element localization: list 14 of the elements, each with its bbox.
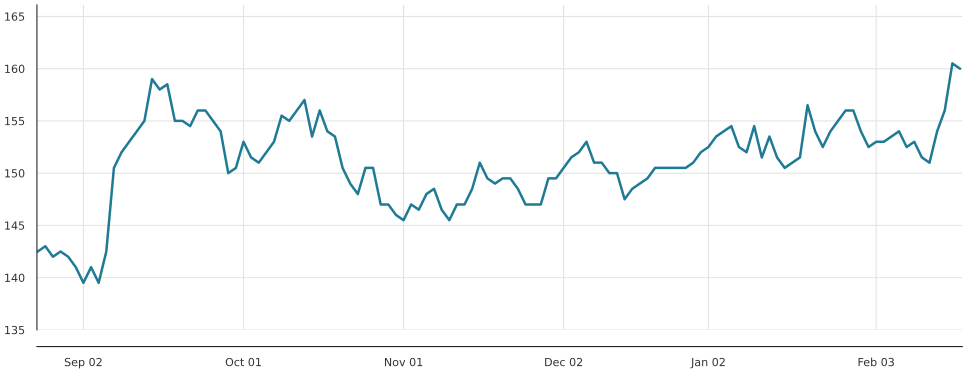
line-series [36,62,962,284]
y-tick-label: 160 [5,64,24,74]
x-tick-label: Feb 03 [858,358,894,366]
x-tick-label: Jan 02 [690,358,725,368]
y-tick-label: 145 [5,222,24,230]
x-tick-label: Nov 01 [384,358,422,366]
y-tick-label: 150 [5,169,24,178]
y-tick-label: 155 [5,117,24,126]
y-tick-label: 135 [5,326,24,334]
x-tick-label: Dec 02 [545,358,582,366]
y-tick-label: 140 [5,274,24,282]
y-tick-label: 165 [5,12,24,21]
x-tick-label: Oct 01 [226,358,261,366]
x-tick-label: Sep 02 [64,358,102,368]
